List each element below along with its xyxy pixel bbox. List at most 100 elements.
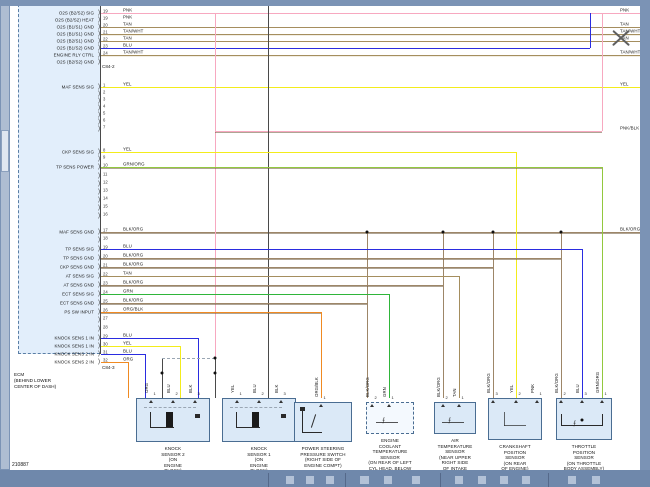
component-throttle-position-sensor[interactable] [556,398,612,440]
ecm-pin-label: CKP SENS SIG [61,149,94,155]
toolbar-icon[interactable] [306,476,314,484]
pin-bracket: ) [98,205,100,211]
vertical-scrollbar[interactable] [1,6,9,469]
component-crankshaft-position-sensor[interactable] [488,398,542,440]
component-pin-number: 1 [539,391,542,396]
ecm-pin-label: MAF SENS GND [59,229,94,235]
wire-knock1-shield [215,358,216,398]
wire-o2s-b1s1-gnd-2 [101,33,640,35]
toolbar-divider [440,473,441,487]
pin-bracket: ) [98,164,100,170]
pin-bracket: ) [98,173,100,179]
pin-bracket: ) [98,38,100,44]
ecm-pin-label: CKP SENS GND [59,264,94,270]
pin-bracket: ) [98,24,100,30]
wire-knock1-yel [101,346,180,347]
diagram-canvas[interactable]: O2S (B2/S2) SIG) 19 PNK O2S (B2/S2) HEAT) 19… [10,6,640,470]
pin-bracket: ) [98,317,100,323]
shield-node [213,371,217,375]
pin-bracket: ) [98,273,100,279]
toolbar-divider [268,473,269,487]
toolbar-icon[interactable] [384,476,392,484]
ecm-pin-number: 2 [103,89,106,94]
knock-element [166,412,173,428]
component-wire-label: YEL [230,384,235,393]
toolbar-icon[interactable] [522,476,530,484]
wire-at-sens-sig [101,276,459,277]
knock-element [252,412,259,428]
pin-bracket: ) [98,291,100,297]
wire-o2s-b2s1-gnd [101,41,640,42]
right-edge-wire-label: TAN [620,35,629,41]
wire-color-label: BLK/ORG [123,261,144,267]
pin-arrow [580,400,584,403]
ecm-pin-number: 13 [103,187,108,192]
component-air-temperature-sensor[interactable] [434,402,476,434]
ps-switch-lead [302,432,322,433]
wire-ect-sens-sig-drop [389,294,390,398]
ecm-pin-label: AT SENS GND [63,282,94,288]
component-pin-number: 2 [518,391,521,396]
pin-bracket: ) [98,10,100,16]
wire-color-label: YEL [123,340,132,346]
wire-color-label: TAN/WHT [123,28,144,34]
ecm-pin-label: O2S (B1/S1) GND [56,24,94,30]
ckp-lead [504,412,505,426]
ecm-pin-number: 4 [103,103,106,108]
scrollbar-thumb[interactable] [1,130,9,172]
pin-arrow [535,400,539,403]
ecm-connector-block [18,6,100,354]
pin-bracket: ) [98,264,100,270]
pin-bracket: ) [98,343,100,349]
pin-bracket: ) [98,213,100,219]
tps-lead [561,414,562,426]
toolbar-icon[interactable] [326,476,334,484]
pin-bracket: ) [98,246,100,252]
toolbar-icon[interactable] [568,476,576,484]
component-wire-label: PNK [530,383,535,393]
bottom-toolbar[interactable] [0,470,650,487]
pin-arrow [149,400,153,403]
toolbar-icon[interactable] [412,476,420,484]
wire-ckp-sens-sig-drop [516,152,517,398]
wire-color-label: BLU [123,332,132,338]
wire-knock2-org-drop [128,362,129,398]
pin-arrow [193,400,197,403]
ecm-pin-number: 24 [103,289,108,294]
connector-tag-c84-3: C84-3 [102,365,115,370]
ecm-pin-label: MAF SENS SIG [61,84,94,90]
wire-color-label: TAN [123,21,132,27]
junction-tps-gnd [559,230,563,234]
wire-ckp-sens-gnd [101,266,493,268]
wire-blkorg-at [443,232,444,398]
toolbar-icon[interactable] [455,476,463,484]
component-engine-coolant-temperature-sensor[interactable] [366,402,414,434]
component-wire-label: TAN [452,388,457,397]
ecm-pin-label: PS SW INPUT [64,309,94,315]
toolbar-icon[interactable] [286,476,294,484]
component-pin-number: 2 [175,391,178,396]
pin-bracket: ) [98,351,100,357]
pin-bracket: ) [98,91,100,97]
ecm-pin-number: 20 [103,253,108,258]
toolbar-icon[interactable] [360,476,369,484]
toolbar-icon[interactable] [478,476,486,484]
toolbar-icon[interactable] [500,476,508,484]
ecm-pin-label: TP SENS SIG [65,246,94,252]
component-knock-sensor-1[interactable] [222,398,296,442]
wire-tp-sens-power-drop [602,167,603,398]
pin-bracket: ) [98,189,100,195]
ecm-pin-number: 23 [103,280,108,285]
wire-ps-sw-input-drop [321,312,322,398]
toolbar-icon[interactable] [592,476,600,484]
wire-color-label: GRN [123,288,134,294]
wire-ect-sens-gnd [101,302,367,304]
ecm-pin-number: 32 [103,357,108,362]
junction-ckp-gnd [491,230,495,234]
ecm-pin-number: 23 [103,43,108,48]
ecm-pin-number: 24 [103,50,108,55]
knock-lead [150,412,151,428]
wire-tp-sens-sig [101,249,582,250]
component-knock-sensor-2[interactable] [136,398,210,442]
pin-arrow [491,400,495,403]
